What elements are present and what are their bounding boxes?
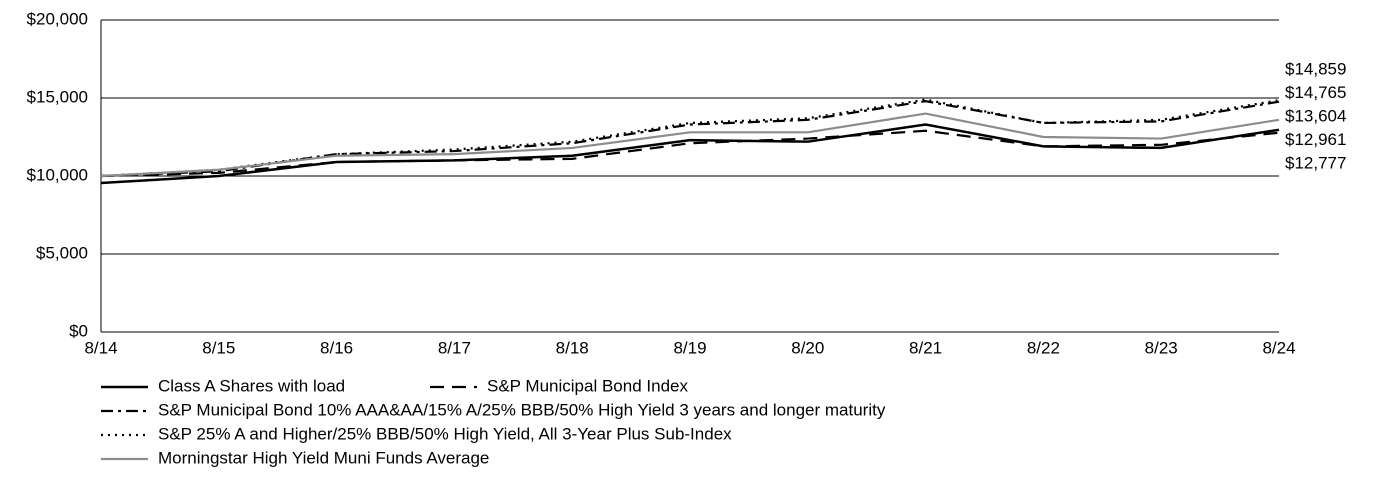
x-tick-label: 8/17 xyxy=(438,338,471,357)
series-line xyxy=(100,100,1280,178)
end-value-label: $12,777 xyxy=(1285,153,1346,172)
series-line xyxy=(100,112,1280,178)
legend-label: S&P 25% A and Higher/25% BBB/50% High Yi… xyxy=(158,424,732,443)
end-value-label: $13,604 xyxy=(1285,106,1346,125)
x-tick-label: 8/24 xyxy=(1262,338,1295,357)
y-tick-label: $15,000 xyxy=(27,87,88,106)
x-tick-label: 8/23 xyxy=(1145,338,1178,357)
x-tick-label: 8/22 xyxy=(1027,338,1060,357)
y-tick-label: $10,000 xyxy=(27,165,88,184)
legend-label: S&P Municipal Bond 10% AAA&AA/15% A/25% … xyxy=(158,400,886,419)
x-tick-label: 8/15 xyxy=(202,338,235,357)
x-tick-label: 8/19 xyxy=(673,338,706,357)
x-tick-label: 8/16 xyxy=(320,338,353,357)
legend-label: Morningstar High Yield Muni Funds Averag… xyxy=(158,448,489,467)
y-tick-label: $20,000 xyxy=(27,9,88,28)
x-tick-label: 8/18 xyxy=(556,338,589,357)
end-value-label: $14,859 xyxy=(1285,59,1346,78)
end-value-label: $12,961 xyxy=(1285,130,1346,149)
y-tick-label: $5,000 xyxy=(36,243,88,262)
x-tick-label: 8/14 xyxy=(84,338,117,357)
y-tick-label: $0 xyxy=(69,321,88,340)
end-value-label: $14,765 xyxy=(1285,83,1346,102)
x-tick-label: 8/20 xyxy=(791,338,824,357)
x-tick-label: 8/21 xyxy=(909,338,942,357)
series-line xyxy=(100,123,1280,185)
legend-label: Class A Shares with load xyxy=(158,376,345,395)
legend-label: S&P Municipal Bond Index xyxy=(487,376,688,395)
